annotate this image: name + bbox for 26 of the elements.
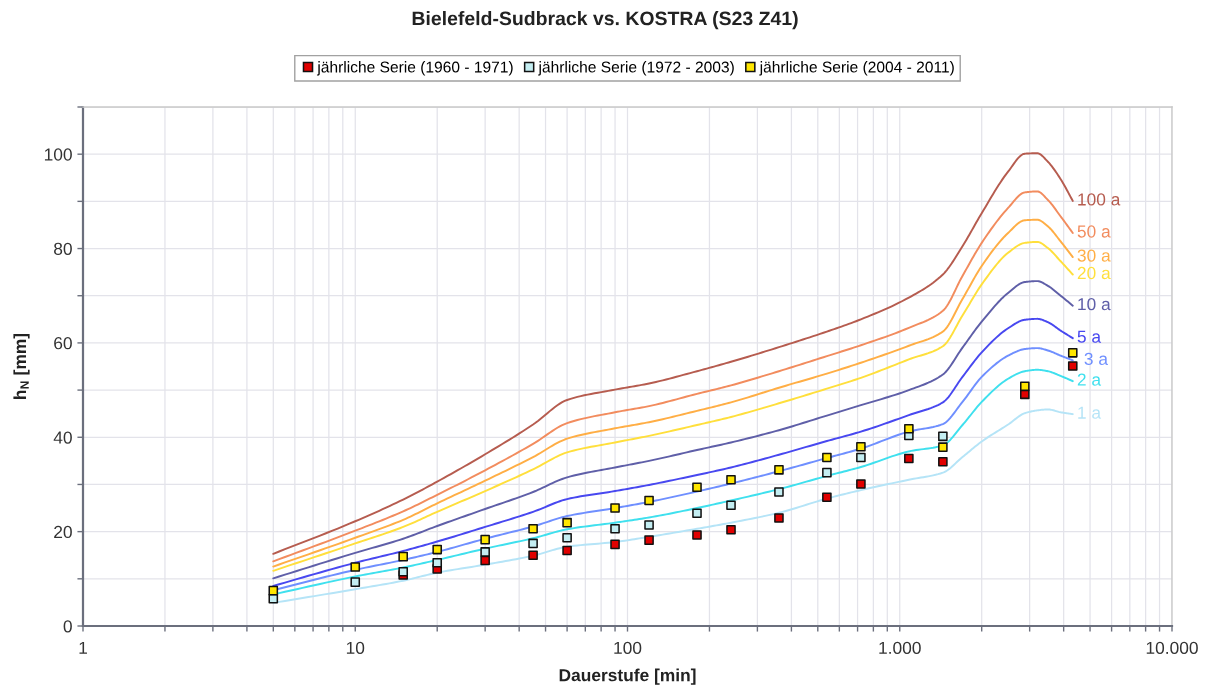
x-axis-title: Dauerstufe [min] bbox=[559, 668, 696, 685]
y-tick-label: 20 bbox=[54, 525, 72, 539]
chart-title: Bielefeld-Sudbrack vs. KOSTRA (S23 Z41) bbox=[412, 11, 798, 30]
series-label: 100 a bbox=[1078, 193, 1121, 206]
series-label: 1 a bbox=[1078, 406, 1102, 419]
x-tick-label: 10 bbox=[346, 641, 365, 655]
y-tick-label: 80 bbox=[54, 242, 72, 256]
series-label: 5 a bbox=[1077, 330, 1102, 343]
y-axis-title: h$_{N}$ [mm] bbox=[13, 333, 30, 399]
series-label: 50 a bbox=[1077, 225, 1111, 238]
legend-label: jährliche Serie (2004 - 2011) bbox=[759, 61, 954, 76]
y-tick-label: 60 bbox=[54, 337, 72, 350]
legend-label: jährliche Serie (1960 - 1971) bbox=[316, 61, 513, 76]
legend-label: jährliche Serie (1972 - 2003) bbox=[538, 61, 734, 76]
y-tick-label: 40 bbox=[53, 431, 72, 444]
series-label: 3 a bbox=[1084, 352, 1108, 366]
y-tick-label: 0 bbox=[63, 620, 72, 633]
x-tick-label: 1 bbox=[79, 641, 87, 654]
x-tick-label: 100 bbox=[614, 641, 642, 655]
series-label: 10 a bbox=[1078, 298, 1111, 311]
series-label: 2 a bbox=[1077, 373, 1102, 386]
y-tick-label: 100 bbox=[44, 148, 72, 161]
x-tick-label: 10.000 bbox=[1146, 641, 1198, 655]
series-label: 30 a bbox=[1077, 249, 1111, 262]
x-tick-label: 1.000 bbox=[879, 641, 921, 655]
series-label: 20 a bbox=[1077, 266, 1111, 280]
